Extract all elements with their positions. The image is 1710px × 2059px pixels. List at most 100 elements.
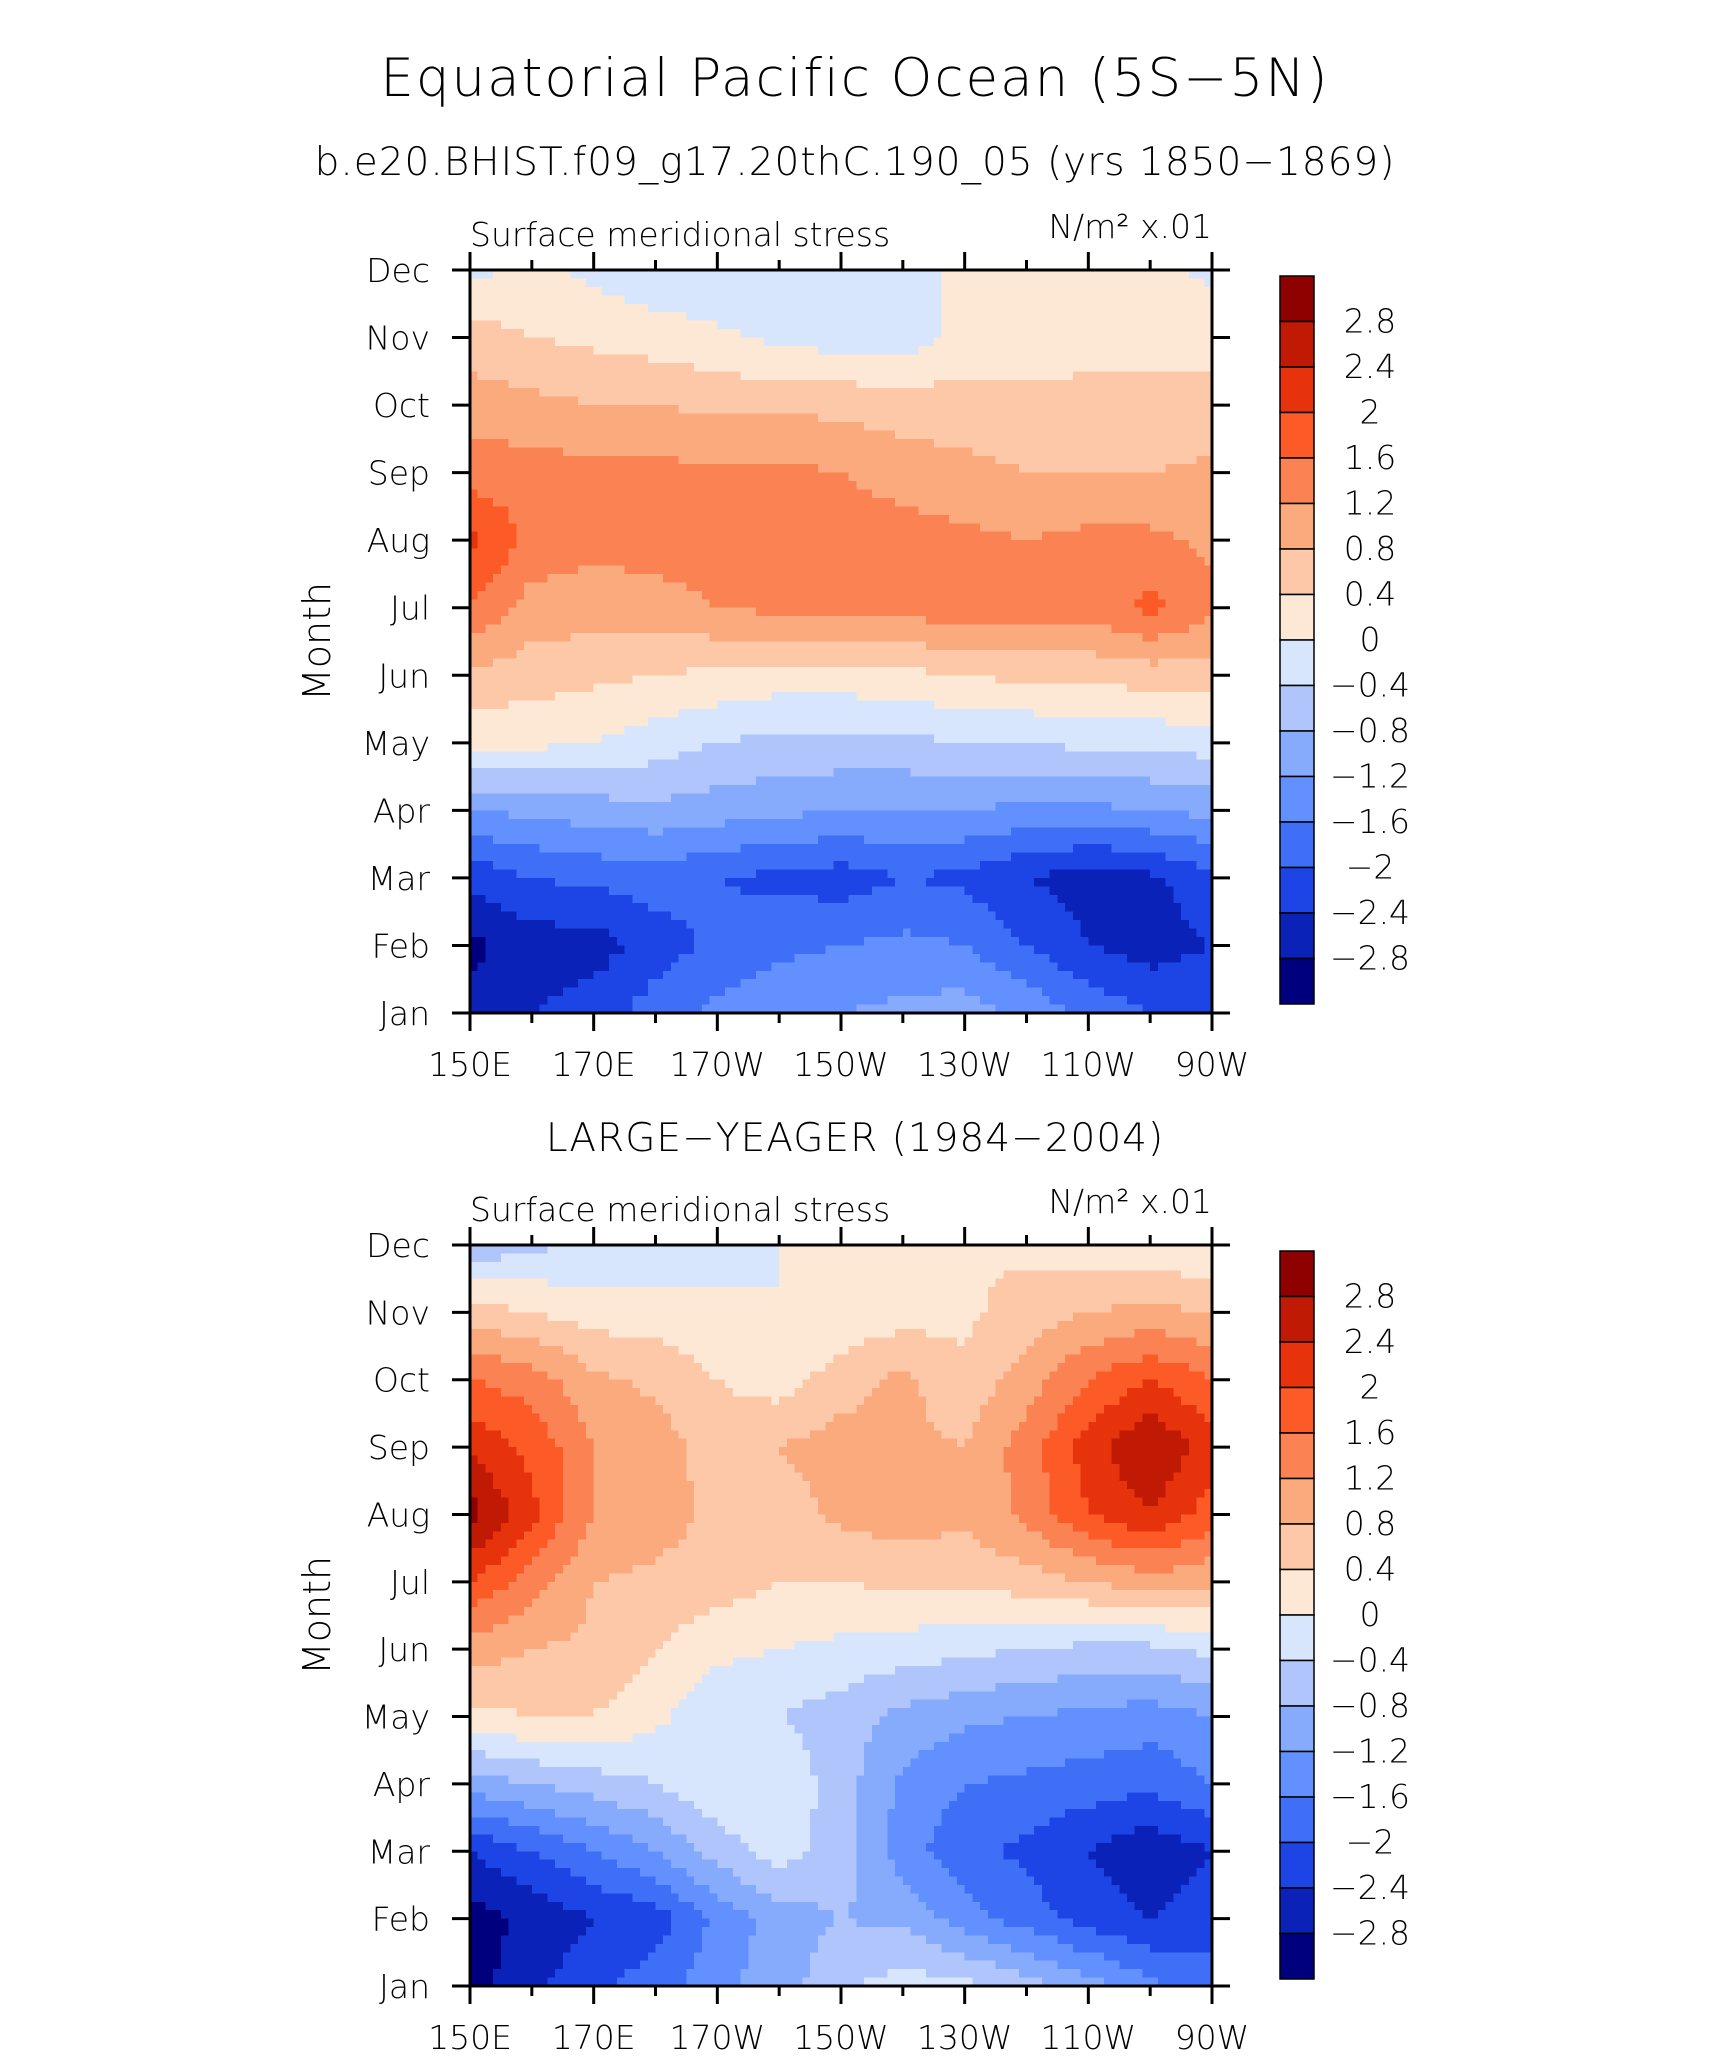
heatmap-cell	[1150, 489, 1159, 499]
heatmap-cell	[1134, 531, 1144, 541]
heatmap-cell	[1173, 371, 1182, 381]
heatmap-cell	[1142, 455, 1151, 465]
heatmap-cell	[1173, 354, 1182, 364]
heatmap-cell	[500, 649, 510, 659]
heatmap-cell	[717, 286, 726, 296]
heatmap-cell	[748, 371, 757, 381]
heatmap-cell	[477, 565, 487, 575]
heatmap-cell	[694, 582, 703, 592]
heatmap-cell	[748, 700, 757, 710]
heatmap-cell	[516, 633, 525, 643]
heatmap-cell	[1088, 320, 1097, 330]
heatmap-cell	[678, 438, 688, 448]
heatmap-cell	[732, 624, 742, 634]
heatmap-cell	[1011, 337, 1020, 347]
heatmap-cell	[1018, 447, 1028, 457]
heatmap-cell	[817, 692, 827, 702]
heatmap-cell	[500, 641, 510, 651]
heatmap-cell	[895, 683, 904, 693]
heatmap-cell	[895, 379, 904, 389]
heatmap-cell	[786, 312, 796, 322]
heatmap-cell	[1134, 464, 1144, 474]
heatmap-cell	[740, 278, 749, 288]
heatmap-cell	[1157, 506, 1167, 516]
heatmap-cell	[717, 514, 726, 524]
heatmap-cell	[601, 278, 610, 288]
heatmap-cell	[1065, 464, 1074, 474]
heatmap-cell	[848, 658, 858, 668]
heatmap-cell	[717, 666, 726, 676]
heatmap-cell	[477, 557, 487, 567]
heatmap-cell	[802, 641, 811, 651]
heatmap-cell	[918, 438, 927, 448]
heatmap-cell	[493, 320, 502, 330]
heatmap-cell	[810, 692, 819, 702]
heatmap-cell	[918, 455, 927, 465]
heatmap-cell	[1181, 472, 1190, 482]
heatmap-cell	[926, 286, 935, 296]
heatmap-cell	[794, 472, 803, 482]
heatmap-cell	[1057, 666, 1066, 676]
heatmap-cell	[1034, 362, 1043, 372]
heatmap-cell	[902, 303, 912, 313]
heatmap-cell	[647, 286, 657, 296]
heatmap-cell	[663, 396, 672, 406]
heatmap-cell	[578, 303, 587, 313]
heatmap-cell	[1181, 464, 1190, 474]
heatmap-cell	[933, 666, 943, 676]
heatmap-cell	[856, 464, 865, 474]
heatmap-cell	[547, 540, 556, 550]
heatmap-cell	[833, 599, 842, 609]
heatmap-cell	[732, 506, 742, 516]
heatmap-cell	[740, 405, 749, 415]
heatmap-cell	[601, 548, 610, 558]
heatmap-cell	[825, 312, 834, 322]
heatmap-cell	[539, 531, 548, 541]
heatmap-cell	[956, 430, 966, 440]
heatmap-cell	[593, 675, 602, 685]
heatmap-cell	[879, 599, 888, 609]
heatmap-cell	[485, 599, 494, 609]
heatmap-cell	[1065, 362, 1074, 372]
heatmap-cell	[555, 666, 564, 676]
heatmap-cell	[1103, 633, 1113, 643]
heatmap-cell	[609, 599, 618, 609]
heatmap-cell	[856, 295, 865, 305]
heatmap-cell	[1150, 481, 1159, 491]
heatmap-cell	[779, 489, 788, 499]
heatmap-cell	[848, 379, 858, 389]
heatmap-cell	[1181, 523, 1190, 533]
heatmap-cell	[1103, 295, 1113, 305]
heatmap-cell	[1165, 371, 1174, 381]
heatmap-cell	[987, 658, 997, 668]
heatmap-cell	[663, 582, 672, 592]
heatmap-cell	[516, 329, 525, 339]
heatmap-cell	[670, 413, 680, 423]
heatmap-cell	[670, 565, 680, 575]
heatmap-cell	[1080, 590, 1089, 600]
heatmap-cell	[1188, 497, 1198, 508]
heatmap-cell	[655, 649, 664, 659]
heatmap-cell	[1065, 295, 1074, 305]
heatmap-cell	[833, 666, 842, 676]
heatmap-cell	[547, 548, 556, 558]
heatmap-cell	[1003, 379, 1012, 389]
heatmap-cell	[879, 633, 888, 643]
heatmap-cell	[1057, 295, 1066, 305]
heatmap-cell	[763, 607, 773, 617]
heatmap-cell	[578, 582, 587, 592]
heatmap-cell	[825, 675, 834, 685]
heatmap-cell	[987, 557, 997, 567]
heatmap-cell	[980, 649, 989, 659]
heatmap-cell	[1041, 464, 1051, 474]
heatmap-cell	[547, 624, 556, 634]
heatmap-cell	[833, 582, 842, 592]
heatmap-cell	[539, 624, 548, 634]
heatmap-cell	[864, 286, 873, 296]
heatmap-cell	[500, 624, 510, 634]
heatmap-cell	[1181, 455, 1190, 465]
heatmap-cell	[810, 590, 819, 600]
heatmap-cell	[539, 430, 548, 440]
heatmap-cell	[956, 692, 966, 702]
heatmap-cell	[1142, 295, 1151, 305]
